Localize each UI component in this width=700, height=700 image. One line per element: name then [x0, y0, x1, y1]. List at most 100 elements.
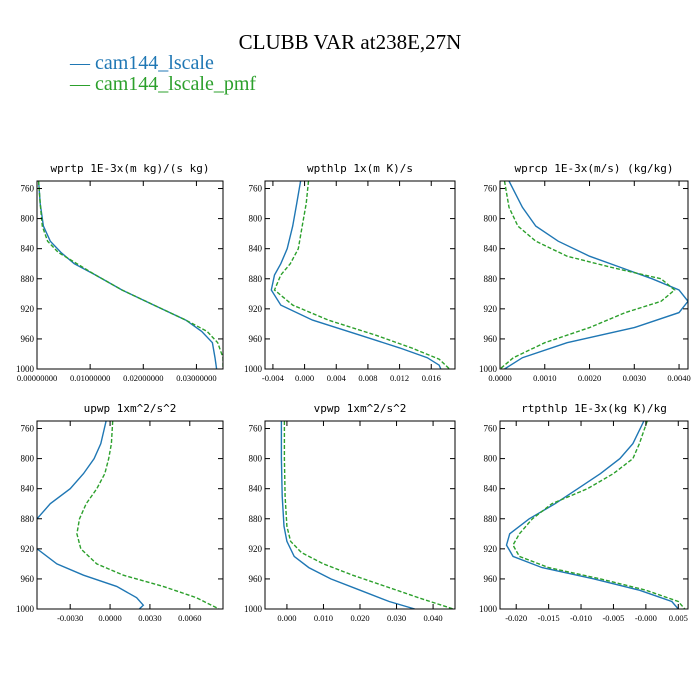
x-tick-label: 0.0030 [138, 613, 161, 623]
x-tick-label: 0.008 [358, 373, 377, 383]
x-tick-label: 0.040 [424, 613, 443, 623]
y-tick-label: 840 [484, 484, 498, 494]
chart-panel-6: rtpthlp 1E-3x(kg K)/kg 760 800 840 880 920 960… [479, 402, 689, 623]
series-line-lscale [37, 421, 145, 609]
y-tick-label: 960 [484, 574, 498, 584]
y-tick-label: 1000 [244, 604, 263, 614]
y-tick-label: 760 [484, 424, 498, 434]
y-tick-label: 880 [484, 274, 498, 284]
x-tick-label: -0.005 [602, 613, 624, 623]
legend-swatch-lscale-pmf: — [70, 73, 95, 95]
x-tick-label: -0.010 [570, 613, 592, 623]
panel-title: wprtp 1E-3x(m kg)/(s kg) [51, 162, 210, 175]
plot-frame [499, 180, 689, 370]
series-line-lscale [37, 181, 218, 369]
x-tick-label: 0.004 [327, 373, 347, 383]
plot-frame [499, 420, 689, 610]
y-tick-label: 1000 [244, 364, 263, 374]
x-tick-label: 0.016 [422, 373, 441, 383]
x-tick-label: 0.005 [669, 613, 688, 623]
panel-title: rtpthlp 1E-3x(kg K)/kg [521, 402, 667, 415]
x-tick-label: 0.0000 [488, 373, 511, 383]
y-tick-label: 960 [249, 574, 263, 584]
panel-title: vpwp 1xm^2/s^2 [314, 402, 407, 415]
y-tick-label: 880 [249, 514, 263, 524]
chart-panel-3: wprcp 1E-3x(m/s) (kg/kg) 760 800 840 880 920 9… [479, 162, 691, 383]
plot-frame [36, 420, 224, 610]
legend-label-lscale: cam144_lscale [95, 52, 214, 74]
y-tick-label: 760 [249, 184, 263, 194]
x-tick-label: 0.000 [277, 613, 296, 623]
panel-title: upwp 1xm^2/s^2 [84, 402, 177, 415]
x-tick-label: 0.03000000 [176, 373, 216, 383]
x-tick-label: 0.020 [350, 613, 369, 623]
x-tick-label: 0.030 [387, 613, 406, 623]
x-tick-label: 0.0040 [667, 373, 690, 383]
x-tick-label: 0.012 [390, 373, 409, 383]
series-line-lscale [505, 421, 679, 609]
y-tick-label: 760 [249, 424, 263, 434]
x-tick-label: 0.0030 [623, 373, 646, 383]
y-tick-label: 1000 [16, 604, 35, 614]
y-tick-label: 760 [21, 184, 35, 194]
chart-panel-5: vpwp 1xm^2/s^2 760 800 840 880 920 960 1000 0.00… [244, 402, 456, 623]
x-tick-label: 0.000 [295, 373, 314, 383]
x-tick-label: -0.0030 [57, 613, 83, 623]
x-tick-label: 0.0020 [578, 373, 601, 383]
y-tick-label: 960 [21, 334, 35, 344]
y-tick-label: 760 [484, 184, 498, 194]
y-tick-label: 840 [484, 244, 498, 254]
y-tick-label: 840 [249, 484, 263, 494]
y-tick-label: 920 [249, 544, 263, 554]
y-tick-label: 880 [484, 514, 498, 524]
series-line-lscale-pmf [37, 181, 223, 369]
series-line-lscale [280, 421, 415, 609]
x-tick-label: 0.02000000 [123, 373, 163, 383]
y-tick-label: 840 [249, 244, 263, 254]
y-tick-label: 960 [21, 574, 35, 584]
y-tick-label: 920 [21, 304, 35, 314]
series-line-lscale [270, 181, 442, 369]
chart-panel-2: wpthlp 1x(m K)/s 760 800 840 880 920 960 1000-0… [244, 162, 456, 383]
y-tick-label: 1000 [479, 364, 498, 374]
legend-swatch-lscale: — [70, 52, 95, 74]
legend-label-lscale-pmf: cam144_lscale_pmf [95, 73, 257, 95]
y-tick-label: 880 [249, 274, 263, 284]
y-tick-label: 800 [484, 214, 498, 224]
x-tick-label: 0.0060 [178, 613, 201, 623]
plot-frame [264, 420, 456, 610]
y-tick-label: 800 [249, 214, 263, 224]
y-tick-label: 800 [21, 214, 35, 224]
series-line-lscale-pmf [500, 181, 676, 369]
y-tick-label: 1000 [479, 604, 498, 614]
x-tick-label: -0.015 [538, 613, 560, 623]
plot-frame [264, 180, 456, 370]
x-tick-label: 0.010 [314, 613, 333, 623]
plot-frame [36, 180, 224, 370]
x-tick-label: -0.020 [505, 613, 527, 623]
series-line-lscale-pmf [283, 421, 454, 609]
x-tick-label: 0.0010 [533, 373, 556, 383]
y-tick-label: 920 [21, 544, 35, 554]
series-line-lscale [504, 181, 688, 369]
y-tick-label: 800 [21, 454, 35, 464]
y-tick-label: 920 [484, 304, 498, 314]
legend-item-lscale-pmf: — cam144_lscale_pmf [70, 73, 256, 95]
y-tick-label: 960 [484, 334, 498, 344]
y-tick-label: 880 [21, 514, 35, 524]
legend-item-lscale: — cam144_lscale [70, 52, 214, 74]
x-tick-label: -0.000 [635, 613, 657, 623]
y-tick-label: 800 [484, 454, 498, 464]
series-line-lscale-pmf [512, 421, 686, 609]
y-tick-label: 920 [484, 544, 498, 554]
y-tick-label: 960 [249, 334, 263, 344]
y-tick-label: 840 [21, 484, 35, 494]
x-tick-label: 0.00000000 [17, 373, 57, 383]
series-line-lscale-pmf [273, 181, 450, 369]
x-tick-label: 0.0000 [98, 613, 121, 623]
chart-panel-4: upwp 1xm^2/s^2 760 800 840 880 920 960 1000 -0.0… [16, 402, 224, 623]
panel-title: wpthlp 1x(m K)/s [307, 162, 413, 175]
y-tick-label: 880 [21, 274, 35, 284]
y-tick-label: 800 [249, 454, 263, 464]
